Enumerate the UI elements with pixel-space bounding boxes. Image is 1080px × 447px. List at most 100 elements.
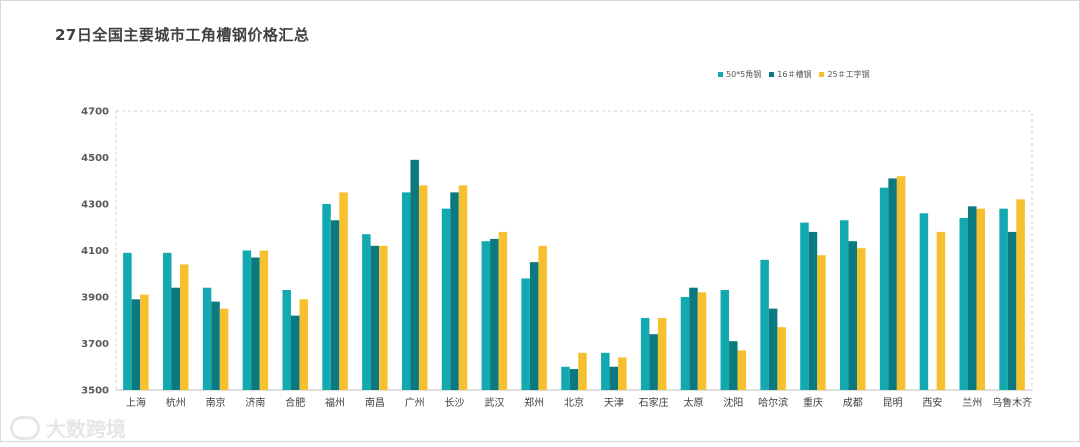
x-tick-label: 乌鲁木齐: [992, 396, 1032, 409]
y-tick-label: 4700: [81, 107, 109, 118]
bar: [330, 220, 340, 390]
x-tick-label: 兰州: [962, 396, 982, 409]
x-tick-label: 成都: [843, 397, 863, 409]
bar: [840, 220, 849, 390]
bar: [123, 252, 132, 390]
bar: [976, 208, 986, 390]
x-tick-label: 福州: [325, 396, 345, 409]
bar: [362, 234, 371, 390]
bar: [609, 366, 619, 390]
bar: [689, 287, 698, 390]
bar: [936, 231, 946, 390]
x-tick-label: 重庆: [803, 396, 823, 409]
x-tick-label: 广州: [405, 397, 425, 409]
bar: [521, 278, 530, 390]
bar: [529, 262, 539, 391]
bar: [322, 204, 331, 390]
bar: [1007, 231, 1017, 390]
x-tick-label: 南京: [206, 396, 226, 409]
x-tick-label: 济南: [245, 396, 265, 409]
logo-icon: [10, 415, 40, 440]
y-tick-label: 3900: [81, 293, 109, 304]
legend-item-series-1: 50*5角钢: [718, 69, 761, 80]
bar: [410, 159, 419, 390]
bar: [441, 208, 451, 390]
bar: [896, 176, 906, 390]
x-tick-label: 石家庄: [639, 396, 669, 409]
chart-title: 27日全国主要城市工角槽钢价格汇总: [55, 26, 310, 44]
x-tick-label: 武汉: [484, 396, 504, 409]
legend-label: 16＃槽钢: [777, 70, 812, 79]
bar: [649, 334, 658, 390]
bar: [919, 213, 929, 390]
legend-swatch: [718, 72, 723, 77]
bar: [737, 350, 747, 390]
bar: [481, 241, 491, 390]
y-tick-label: 3700: [81, 339, 109, 350]
bar: [251, 257, 260, 390]
bar: [339, 192, 348, 391]
x-tick-label: 太原: [683, 396, 703, 409]
watermark: 大数跨境: [10, 413, 126, 442]
bar: [561, 366, 570, 390]
bar: [211, 301, 220, 390]
x-tick-label: 杭州: [166, 396, 186, 409]
bar: [999, 208, 1008, 390]
watermark-text: 大数跨境: [46, 417, 126, 441]
legend-item-series-3: 25＃工字钢: [819, 69, 870, 80]
bar: [418, 185, 428, 390]
bar: [162, 252, 172, 390]
x-tick-label: 长沙: [445, 397, 465, 409]
x-tick-label: 合肥: [285, 396, 305, 409]
bar: [458, 185, 468, 390]
bar: [538, 245, 547, 390]
legend-swatch: [769, 72, 775, 77]
legend-label: 25＃工字钢: [827, 70, 870, 79]
bar: [140, 294, 149, 390]
bar: [299, 299, 308, 390]
chart-legend: 50*5角钢 16＃槽钢 25＃工字钢: [718, 69, 870, 80]
bar: [729, 341, 738, 390]
bar: [848, 241, 858, 390]
bar: [817, 255, 826, 390]
x-tick-label: 沈阳: [723, 396, 743, 409]
x-tick-label: 郑州: [524, 396, 544, 409]
bar: [1016, 199, 1025, 390]
x-tick-label: 哈尔滨: [758, 396, 788, 409]
legend-label: 50*5角钢: [726, 70, 762, 79]
y-tick-label: 3500: [81, 386, 109, 397]
bar: [242, 250, 252, 390]
y-tick-label: 4500: [81, 153, 109, 164]
bar: [450, 192, 459, 391]
x-tick-label: 西安: [922, 396, 942, 409]
x-tick-label: 上海: [126, 396, 146, 409]
bar: [401, 192, 411, 391]
bar: [720, 290, 730, 390]
bar: [800, 222, 809, 390]
bar: [498, 231, 508, 390]
bar: [680, 297, 690, 390]
bar: [857, 248, 866, 390]
bar: [601, 352, 610, 390]
y-tick-label: 4300: [81, 200, 109, 211]
bar: [879, 187, 889, 390]
x-tick-label: 南昌: [365, 396, 385, 409]
bar: [370, 245, 380, 390]
bar: [569, 369, 579, 390]
bar: [202, 287, 212, 390]
bar: [768, 308, 778, 391]
bar: [640, 317, 650, 390]
bar: [179, 264, 189, 390]
bar: [657, 317, 667, 390]
bar: [959, 217, 969, 390]
bar: [490, 238, 499, 391]
x-tick-label: 昆明: [883, 397, 903, 409]
legend-item-series-2: 16＃槽钢: [769, 69, 811, 80]
x-tick-label: 天津: [604, 397, 624, 409]
bar: [171, 287, 180, 390]
bar: [618, 357, 627, 390]
bar: [697, 292, 707, 390]
bar: [259, 250, 269, 390]
bar: [808, 231, 818, 390]
